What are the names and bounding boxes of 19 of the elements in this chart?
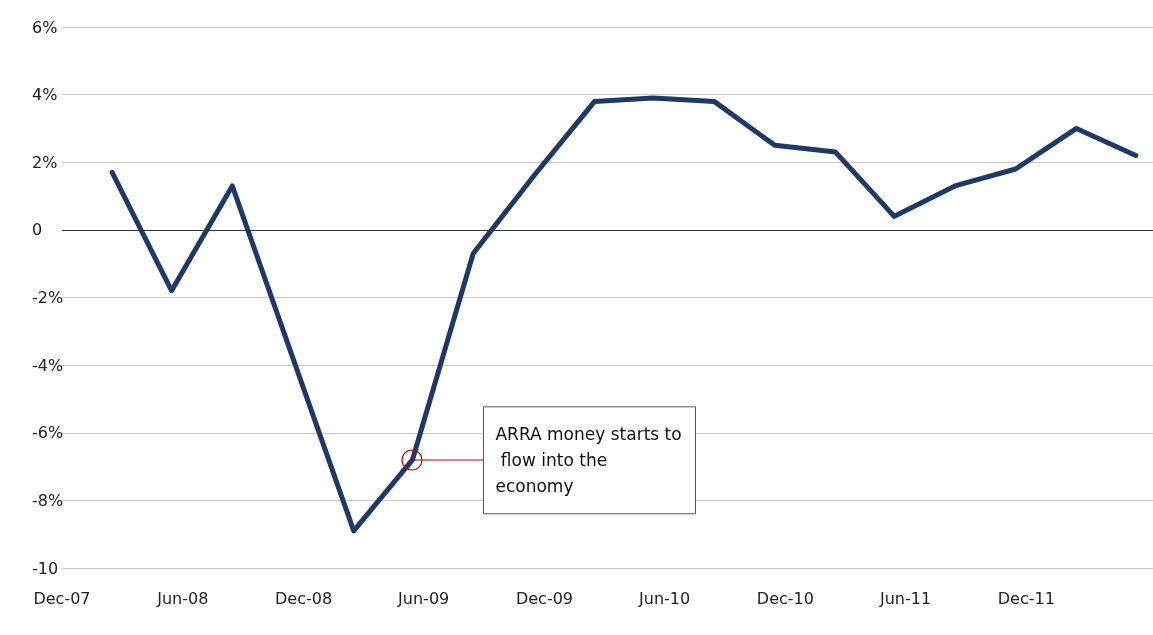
annotation: ARRA money starts to flow into the economy [495, 423, 682, 496]
y-tick-label: -2% [32, 288, 64, 307]
x-tick-label: Dec-08 [275, 588, 333, 608]
x-tick-label: Dec-07 [33, 588, 91, 608]
y-tick-label: 6% [32, 17, 58, 37]
x-tick-label: Dec-11 [997, 588, 1055, 608]
y-tick-label: -4% [32, 355, 64, 375]
y-tick-label: -8% [32, 490, 64, 510]
x-tick-label: Jun-11 [878, 588, 932, 608]
y-tick-label: 4% [32, 85, 58, 105]
x-tick-label: Jun-10 [638, 588, 691, 608]
x-tick-label: Dec-10 [756, 588, 814, 608]
x-tick-label: Jun-08 [156, 588, 209, 608]
y-tick-label: -10 [32, 558, 59, 578]
y-tick-label: 2% [32, 152, 58, 172]
y-tick-label: -6% [32, 423, 64, 443]
x-tick-label: Jun-09 [397, 588, 450, 608]
x-tick-label: Dec-09 [515, 588, 574, 608]
y-tick-label: 0 [32, 220, 43, 240]
